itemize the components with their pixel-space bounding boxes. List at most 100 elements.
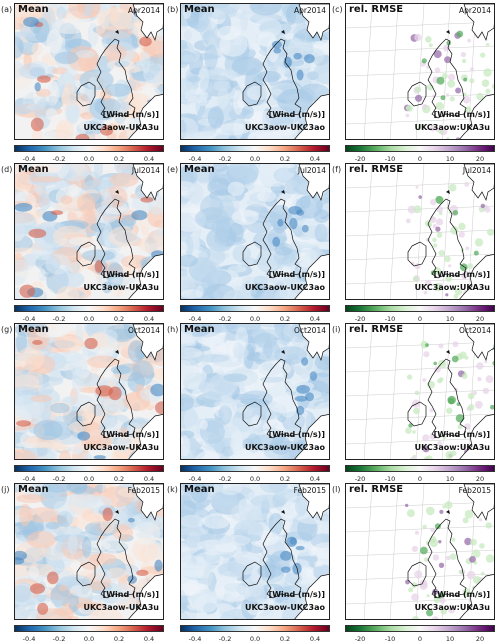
panel-title: Mean [184, 324, 215, 335]
colorbar-tick-label: 20 [475, 635, 485, 643]
colorbar-tick-label: -0.4 [22, 155, 36, 163]
colorbar-tick-label: 20 [475, 315, 485, 323]
colorbar-tick-label: -10 [384, 635, 396, 643]
panel-experiment: UKC3aow:UKA3u [414, 443, 490, 452]
panel-label: (j) [1, 485, 10, 494]
panel-date: Oct2014 [458, 326, 491, 335]
colorbar-tick-label: 0.4 [143, 475, 155, 483]
panel-unit: [Wind (m/s)] [433, 430, 490, 439]
panel-unit: [Wind (m/s)] [102, 110, 159, 119]
colorbar-tick-label: -20 [354, 155, 366, 163]
panel-experiment: UKC3aow-UKA3u [83, 123, 159, 132]
panel-experiment: UKC3aow-UKA3u [83, 443, 159, 452]
heatmap-panel: rel. RMSE Jul2014 [Wind (m/s)] UKC3aow:UKA3… [345, 163, 495, 300]
colorbar-tick-label: 0 [417, 155, 423, 163]
colorbar [345, 305, 495, 312]
colorbar-tick-label: 0.2 [279, 475, 291, 483]
colorbar-tick-label: 20 [475, 475, 485, 483]
colorbar-tick-label: 0 [417, 635, 423, 643]
panel-label: (l) [332, 485, 341, 494]
panel-unit: [Wind (m/s)] [102, 590, 159, 599]
panel-unit: [Wind (m/s)] [268, 590, 325, 599]
panel-experiment: UKC3aow-UKA3u [83, 603, 159, 612]
panel-label: (c) [332, 5, 343, 14]
colorbar [14, 465, 164, 472]
colorbar-tick-label: 0.4 [309, 315, 321, 323]
colorbar-tick-label: -10 [384, 475, 396, 483]
panel-date: Feb2015 [458, 486, 491, 495]
colorbar-tick-label: 0.4 [309, 155, 321, 163]
panel-label: (d) [1, 165, 13, 174]
colorbar [14, 145, 164, 152]
colorbar-tick-label: -0.4 [188, 635, 202, 643]
panel-date: Feb2015 [293, 486, 326, 495]
colorbar-tick-label: -0.2 [218, 155, 232, 163]
panel-date: Apr2014 [293, 6, 326, 15]
colorbar-tick-label: 10 [445, 475, 455, 483]
panel-experiment: UKC3aow-UKA3u [83, 283, 159, 292]
colorbar-tick-label: 0.0 [83, 475, 95, 483]
colorbar-tick-label: 0.2 [113, 635, 125, 643]
colorbar-tick-label: 0.0 [83, 155, 95, 163]
colorbar [345, 145, 495, 152]
panel-date: Oct2014 [293, 326, 326, 335]
colorbar-tick-label: 0.2 [279, 155, 291, 163]
colorbar-tick-label: -20 [354, 635, 366, 643]
colorbar-tick-label: 0.0 [83, 635, 95, 643]
heatmap-panel: Mean Oct2014 [Wind (m/s)] UKC3aow-UKA3u [14, 323, 164, 460]
colorbar-tick-label: -20 [354, 475, 366, 483]
panel-title: rel. RMSE [349, 484, 404, 495]
colorbar-tick-label: -0.2 [218, 475, 232, 483]
colorbar-tick-label: 0.2 [113, 155, 125, 163]
colorbar-tick-label: 10 [445, 155, 455, 163]
colorbar-tick-label: 0.2 [113, 475, 125, 483]
colorbar-tick-label: 20 [475, 155, 485, 163]
panel-date: Jul2014 [297, 166, 326, 175]
colorbar-tick-label: -10 [384, 155, 396, 163]
panel-title: Mean [18, 164, 49, 175]
heatmap-panel: Mean Jul2014 [Wind (m/s)] UKC3aow-UKA3u [14, 163, 164, 300]
panel-label: (h) [167, 325, 179, 334]
panel-experiment: UKC3aow-UKC3ao [244, 443, 325, 452]
panel-label: (e) [167, 165, 179, 174]
colorbar-tick-label: 10 [445, 315, 455, 323]
colorbar-tick-label: -0.4 [188, 315, 202, 323]
colorbar-tick-label: -0.4 [188, 475, 202, 483]
panel-title: Mean [18, 4, 49, 15]
panel-title: Mean [184, 4, 215, 15]
heatmap-panel: Mean Feb2015 [Wind (m/s)] UKC3aow-UKC3ao [180, 483, 330, 620]
panel-date: Oct2014 [127, 326, 160, 335]
colorbar-tick-label: -0.4 [22, 635, 36, 643]
colorbar-tick-label: 0.0 [249, 475, 261, 483]
panel-title: Mean [184, 484, 215, 495]
heatmap-panel: rel. RMSE Apr2014 [Wind (m/s)] UKC3aow:UKA3… [345, 3, 495, 140]
colorbar-tick-label: -0.2 [218, 315, 232, 323]
panel-title: rel. RMSE [349, 324, 404, 335]
panel-title: rel. RMSE [349, 4, 404, 15]
colorbar [14, 305, 164, 312]
panel-label: (k) [167, 485, 178, 494]
heatmap-panel: rel. RMSE Oct2014 [Wind (m/s)] UKC3aow:UKA3… [345, 323, 495, 460]
colorbar-tick-label: 0.4 [143, 635, 155, 643]
colorbar-tick-label: -10 [384, 315, 396, 323]
colorbar-tick-label: -0.2 [52, 155, 66, 163]
panel-unit: [Wind (m/s)] [102, 270, 159, 279]
colorbar-tick-label: 0.4 [143, 315, 155, 323]
panel-unit: [Wind (m/s)] [268, 110, 325, 119]
colorbar-tick-label: 0.2 [279, 635, 291, 643]
colorbar-tick-label: -0.2 [52, 635, 66, 643]
colorbar [180, 145, 330, 152]
colorbar-tick-label: 0.2 [279, 315, 291, 323]
colorbar [345, 625, 495, 632]
panel-label: (a) [1, 5, 13, 14]
panel-label: (g) [1, 325, 13, 334]
panel-label: (f) [332, 165, 342, 174]
heatmap-panel: Mean Apr2014 [Wind (m/s)] UKC3aow-UKA3u [14, 3, 164, 140]
heatmap-panel: Mean Feb2015 [Wind (m/s)] UKC3aow-UKA3u [14, 483, 164, 620]
panel-experiment: UKC3aow-UKC3ao [244, 123, 325, 132]
colorbar-tick-label: 0.0 [249, 315, 261, 323]
panel-experiment: UKC3aow:UKA3u [414, 283, 490, 292]
panel-date: Feb2015 [127, 486, 160, 495]
colorbar-tick-label: -20 [354, 315, 366, 323]
panel-unit: [Wind (m/s)] [268, 430, 325, 439]
